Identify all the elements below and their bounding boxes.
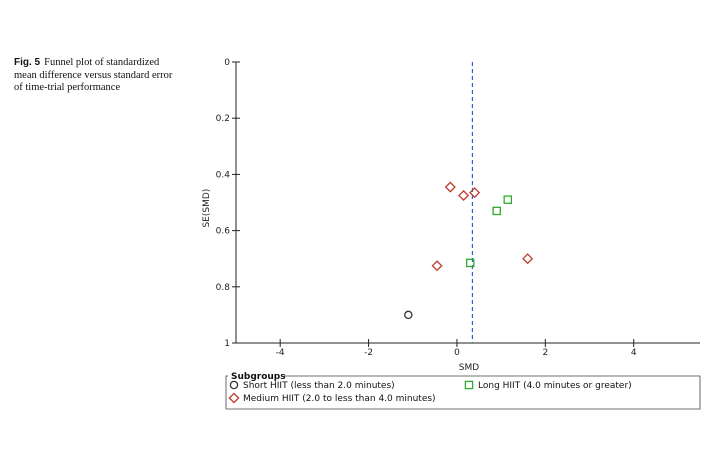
y-axis-title: SE(SMD): [202, 189, 212, 228]
y-tick-label: 0: [224, 58, 230, 68]
x-axis-title: SMD: [459, 363, 479, 373]
x-tick-label: -4: [276, 348, 285, 358]
point-diamond-1: [458, 189, 470, 201]
figure-caption: Fig. 5 Funnel plot of standardized mean d…: [14, 57, 174, 95]
point-square-0: [503, 195, 513, 204]
legend-label-circle: Short HIIT (less than 2.0 minutes): [243, 381, 395, 391]
figure-label: Fig. 5: [14, 57, 41, 68]
point-circle-0: [404, 310, 413, 320]
point-square-1: [492, 206, 501, 216]
legend-marker-square: [464, 380, 474, 390]
point-diamond-4: [522, 253, 534, 265]
y-tick-label: 0.6: [216, 227, 231, 237]
x-tick-label: 4: [631, 348, 637, 358]
point-diamond-3: [431, 260, 443, 272]
x-tick-label: 0: [454, 348, 460, 358]
data-points: [404, 181, 534, 320]
caption-text: Funnel plot of standardized mean differe…: [14, 57, 173, 93]
y-tick-label: 0.8: [216, 283, 231, 293]
legend-marker-diamond: [228, 392, 240, 404]
y-tick-label: 1: [224, 339, 230, 349]
legend-label-diamond: Medium HIIT (2.0 to less than 4.0 minute…: [243, 394, 436, 404]
plot-axes: 0 0.2 0.4 0.6 0.8 1 -4 -2 0 2 4 SMD SE(SMD): [202, 58, 700, 373]
legend-border: [225, 375, 701, 410]
point-diamond-2: [469, 187, 481, 199]
x-tick-label: 2: [542, 348, 548, 358]
point-diamond-0: [444, 181, 456, 193]
legend-marker-circle: [229, 380, 239, 390]
legend-title: Subgroups: [231, 372, 286, 382]
point-square-2: [465, 258, 475, 268]
legend-label-square: Long HIIT (4.0 minutes or greater): [478, 381, 632, 391]
y-tick-label: 0.2: [216, 114, 230, 124]
x-tick-label: -2: [364, 348, 373, 358]
y-tick-label: 0.4: [216, 170, 231, 180]
